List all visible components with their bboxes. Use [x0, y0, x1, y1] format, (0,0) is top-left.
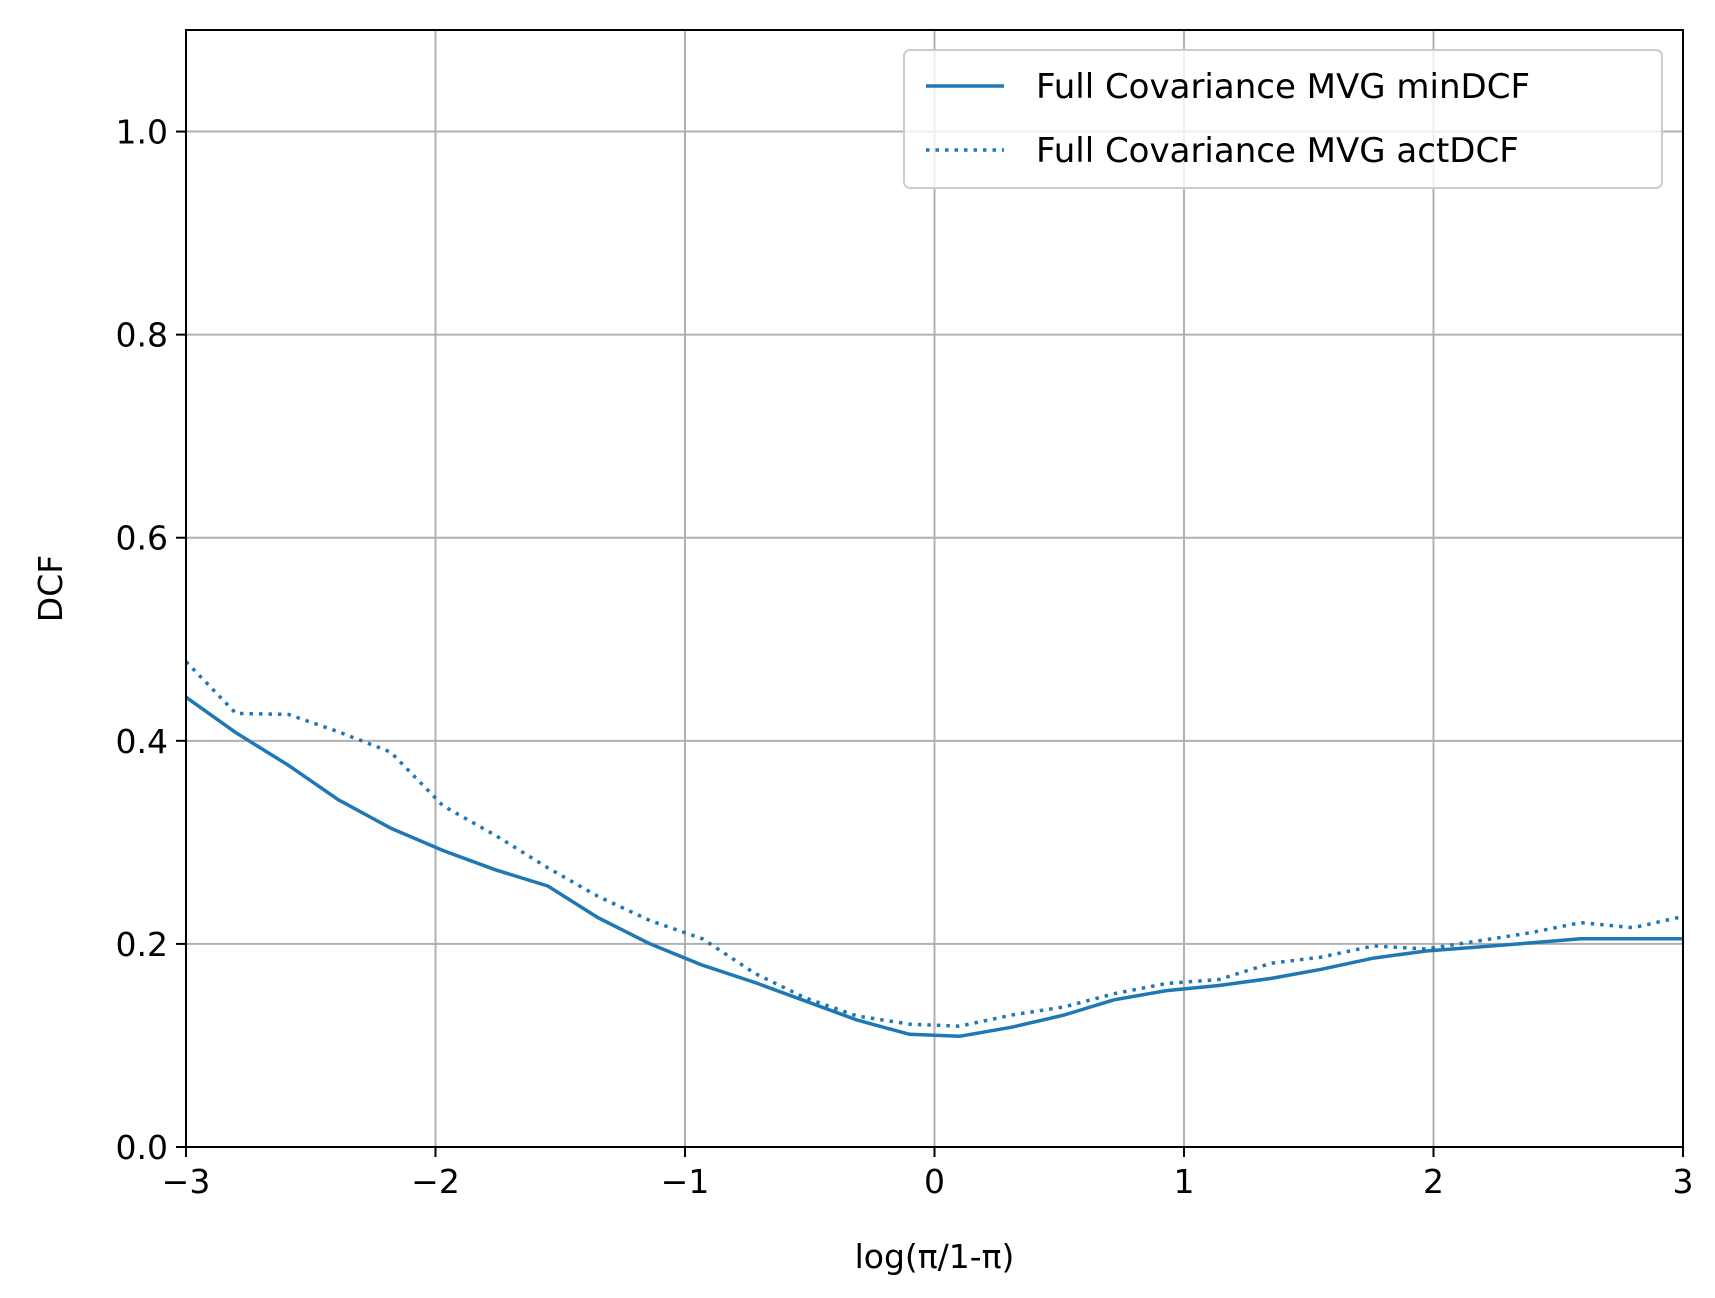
grid-lines: [185, 30, 1684, 1148]
x-tick-label: 0: [924, 1162, 945, 1201]
y-tick-label: 1.0: [116, 113, 168, 152]
series-lines: [184, 660, 1684, 1039]
x-tick-label: 1: [1174, 1162, 1195, 1201]
axis-ticks: −3 −2 −1 0 1 2 3 0.0 0.2 0.4 0.6 0.8 1.0: [116, 113, 1694, 1201]
legend-box: [903, 49, 1663, 189]
x-tick-label: −1: [661, 1162, 710, 1201]
y-tick-label: 0.2: [116, 925, 168, 964]
y-tick-label: 0.6: [116, 519, 168, 558]
x-tick-label: 2: [1423, 1162, 1444, 1201]
mindcf-series-line: [184, 695, 1683, 1039]
x-tick-label: −3: [162, 1162, 211, 1201]
x-axis-label: log(π/1-π): [855, 1237, 1015, 1276]
y-tick-label: 0.4: [116, 722, 168, 761]
actdcf-series-line: [184, 660, 1684, 1028]
legend-label-actdcf: Full Covariance MVG actDCF: [1036, 131, 1519, 171]
x-tick-label: 3: [1673, 1162, 1694, 1201]
y-axis-label: DCF: [31, 555, 70, 622]
legend-label-mindcf: Full Covariance MVG minDCF: [1036, 67, 1530, 107]
legend: Full Covariance MVG minDCF Full Covarian…: [903, 49, 1663, 189]
y-tick-label: 0.8: [116, 316, 168, 355]
x-tick-label: −2: [411, 1162, 460, 1201]
y-tick-label: 0.0: [116, 1128, 168, 1167]
